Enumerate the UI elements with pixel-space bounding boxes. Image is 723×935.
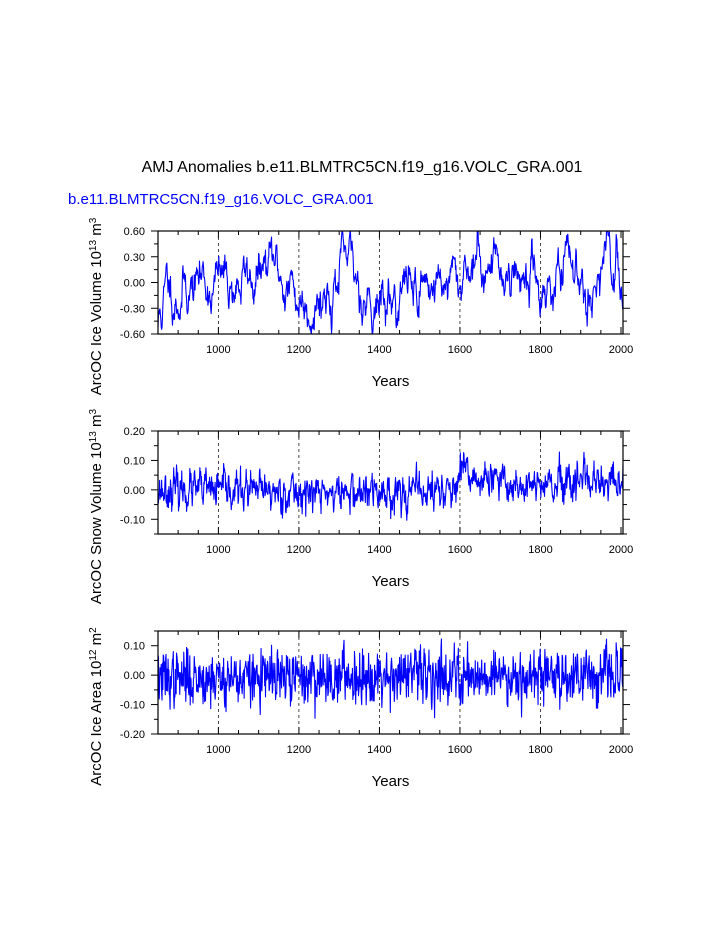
x-axis-title: Years xyxy=(372,773,410,790)
x-tick-label: 1600 xyxy=(448,344,472,356)
plot-frame xyxy=(157,430,624,535)
y-tick-label: 0.30 xyxy=(124,252,145,264)
x-tick-label: 1600 xyxy=(448,744,472,756)
x-tick-label: 1000 xyxy=(206,744,230,756)
x-tick-label: 1000 xyxy=(206,544,230,556)
x-tick-label: 1600 xyxy=(448,544,472,556)
x-tick-label: 1800 xyxy=(528,344,552,356)
series-line xyxy=(157,638,624,719)
x-tick-label: 1400 xyxy=(367,544,391,556)
x-tick-label: 1800 xyxy=(528,744,552,756)
x-tick-label: 1400 xyxy=(367,344,391,356)
y-tick-label: 0.10 xyxy=(124,455,145,467)
series-line xyxy=(157,230,624,335)
y-tick-label: 0.10 xyxy=(124,641,145,653)
y-tick-label: -0.20 xyxy=(120,729,145,741)
x-tick-label: 2000 xyxy=(609,544,633,556)
y-axis-title: ArcOC Ice Volume 1013 m3 xyxy=(88,217,106,395)
x-axis-title: Years xyxy=(372,373,410,390)
y-tick-label: -0.10 xyxy=(120,514,145,526)
x-tick-label: 1400 xyxy=(367,744,391,756)
y-axis-title: ArcOC Ice Area 1012 m2 xyxy=(88,627,106,786)
x-tick-label: 1200 xyxy=(287,544,311,556)
y-axis-title: ArcOC Snow Volume 1013 m3 xyxy=(88,409,106,605)
plot-frame xyxy=(157,630,624,735)
x-tick-label: 1200 xyxy=(287,344,311,356)
panel-snow-volume: 1000 1200 1400 1600 1800 2000 -0.10 0.00 0.10 0.2… xyxy=(88,409,634,605)
y-tick-label: 0.00 xyxy=(124,670,145,682)
series-line xyxy=(157,451,624,521)
chart-title: AMJ Anomalies b.e11.BLMTRC5CN.f19_g16.VO… xyxy=(142,159,583,176)
y-tick-label: 0.60 xyxy=(124,226,145,238)
panel-ice-volume: 1000 1200 1400 1600 1800 2000 -0.60 -0.30 0.00 0.… xyxy=(88,217,634,395)
x-tick-label: 1800 xyxy=(528,544,552,556)
series-subtitle: b.e11.BLMTRC5CN.f19_g16.VOLC_GRA.001 xyxy=(68,191,374,208)
x-axis-title: Years xyxy=(372,573,410,590)
y-tick-label: -0.60 xyxy=(120,329,145,341)
x-tick-label: 1200 xyxy=(287,744,311,756)
x-tick-label: 1000 xyxy=(206,344,230,356)
x-tick-label: 2000 xyxy=(609,744,633,756)
y-tick-label: -0.10 xyxy=(120,700,145,712)
y-tick-label: -0.30 xyxy=(120,303,145,315)
x-tick-label: 2000 xyxy=(609,344,633,356)
y-tick-label: 0.00 xyxy=(124,278,145,290)
y-tick-label: 0.20 xyxy=(124,426,145,438)
panel-ice-area: 1000 1200 1400 1600 1800 2000 -0.20 -0.10 0.00 0.… xyxy=(88,627,634,790)
y-tick-label: 0.00 xyxy=(124,485,145,497)
